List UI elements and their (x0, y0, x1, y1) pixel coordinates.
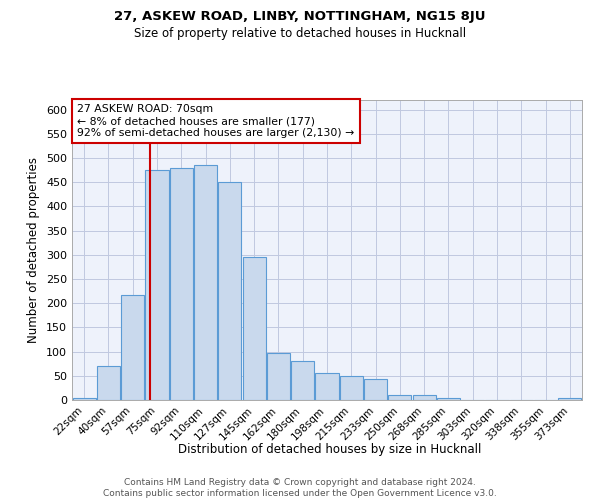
Bar (145, 170, 169, 400)
Bar (170, 168, 193, 400)
Bar (559, 398, 581, 400)
Bar (413, 394, 436, 400)
Text: Contains HM Land Registry data © Crown copyright and database right 2024.
Contai: Contains HM Land Registry data © Crown c… (103, 478, 497, 498)
Bar (218, 182, 241, 400)
Text: 27 ASKEW ROAD: 70sqm
← 8% of detached houses are smaller (177)
92% of semi-detac: 27 ASKEW ROAD: 70sqm ← 8% of detached ho… (77, 104, 355, 138)
Bar (194, 166, 217, 400)
Bar (121, 294, 144, 400)
Bar (388, 394, 412, 400)
Text: 27, ASKEW ROAD, LINBY, NOTTINGHAM, NG15 8JU: 27, ASKEW ROAD, LINBY, NOTTINGHAM, NG15 … (114, 10, 486, 23)
Bar (364, 379, 387, 400)
Text: Size of property relative to detached houses in Hucknall: Size of property relative to detached ho… (134, 28, 466, 40)
Bar (97, 366, 120, 400)
Bar (316, 374, 338, 400)
Bar (267, 353, 290, 400)
Bar (73, 398, 95, 400)
Bar (437, 398, 460, 400)
Bar (340, 376, 363, 400)
Bar (291, 362, 314, 400)
Bar (242, 258, 266, 400)
Y-axis label: Number of detached properties: Number of detached properties (28, 157, 40, 343)
Text: Distribution of detached houses by size in Hucknall: Distribution of detached houses by size … (178, 442, 482, 456)
